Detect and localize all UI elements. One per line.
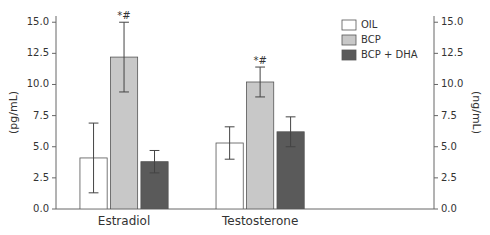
error-bar-cap — [255, 96, 265, 97]
x-tick-label: Testosterone — [221, 214, 298, 228]
legend-swatch — [342, 20, 356, 30]
error-bar-cap — [225, 159, 235, 160]
error-bar-cap — [255, 67, 265, 68]
y-tick-label: 10.0 — [27, 78, 49, 89]
error-bar-stem — [290, 117, 291, 147]
error-bar — [150, 150, 160, 172]
legend-label: BCP — [361, 34, 381, 45]
y2-tick-label: 7.5 — [441, 110, 457, 121]
error-bar — [255, 67, 265, 97]
annotations: *# *# — [117, 10, 266, 66]
y-tick — [52, 84, 56, 85]
chart: 0.0 2.5 5.0 7.5 10.0 12.5 15.0 0.0 2.5 5.0 7.5 10.0… — [0, 0, 490, 235]
error-bar-cap — [150, 150, 160, 151]
error-bar-stem — [124, 22, 125, 92]
error-bar-cap — [286, 146, 296, 147]
y2-tick-label: 0.0 — [441, 203, 457, 214]
y-tick — [52, 22, 56, 23]
y2-axis-line — [434, 16, 435, 209]
legend-label: BCP + DHA — [361, 49, 418, 60]
error-bar-cap — [89, 123, 99, 124]
y-tick-label: 5.0 — [33, 141, 49, 152]
y2-axis-label: (ng/mL) — [470, 91, 483, 134]
y-tick-label: 0.0 — [33, 203, 49, 214]
y-tick-label: 12.5 — [27, 47, 49, 58]
y-tick — [52, 177, 56, 178]
y-tick — [52, 115, 56, 116]
y2-tick-label: 15.0 — [441, 16, 463, 27]
y-tick-label: 15.0 — [27, 16, 49, 27]
error-bar-cap — [89, 192, 99, 193]
y2-tick — [434, 146, 438, 147]
error-bar-cap — [225, 126, 235, 127]
y2-tick — [434, 84, 438, 85]
error-bar-stem — [229, 127, 230, 159]
error-bar-stem — [93, 123, 94, 193]
y-tick — [52, 209, 56, 210]
error-bar — [89, 123, 99, 193]
y2-tick-label: 5.0 — [441, 141, 457, 152]
y-axis-label: (pg/mL) — [7, 91, 20, 134]
bar — [247, 82, 274, 209]
significance-label: *# — [117, 10, 130, 21]
error-bar-cap — [286, 116, 296, 117]
y2-tick — [434, 53, 438, 54]
y2-tick-label: 10.0 — [441, 78, 463, 89]
error-bar — [225, 127, 235, 159]
y2-tick-label: 12.5 — [441, 47, 463, 58]
error-bar — [286, 117, 296, 147]
x-tick-label: Estradiol — [98, 214, 150, 228]
error-bar — [119, 22, 129, 92]
y2-tick — [434, 177, 438, 178]
y-axis-line — [56, 16, 57, 209]
significance-label: *# — [253, 55, 266, 66]
legend-swatch — [342, 50, 356, 60]
legend-label: OIL — [361, 19, 378, 30]
y-tick — [52, 53, 56, 54]
legend-swatch — [342, 35, 356, 45]
y-tick-label: 2.5 — [33, 172, 49, 183]
y-tick — [52, 146, 56, 147]
error-bar-stem — [260, 67, 261, 97]
y2-tick — [434, 115, 438, 116]
error-bar-cap — [119, 22, 129, 23]
bars — [80, 22, 304, 209]
y2-tick — [434, 209, 438, 210]
y2-tick-label: 2.5 — [441, 172, 457, 183]
y-tick-label: 7.5 — [33, 110, 49, 121]
legend: OIL BCP BCP + DHA — [342, 19, 418, 60]
error-bar-cap — [150, 172, 160, 173]
error-bar-stem — [154, 150, 155, 172]
y2-tick — [434, 22, 438, 23]
error-bar-cap — [119, 91, 129, 92]
